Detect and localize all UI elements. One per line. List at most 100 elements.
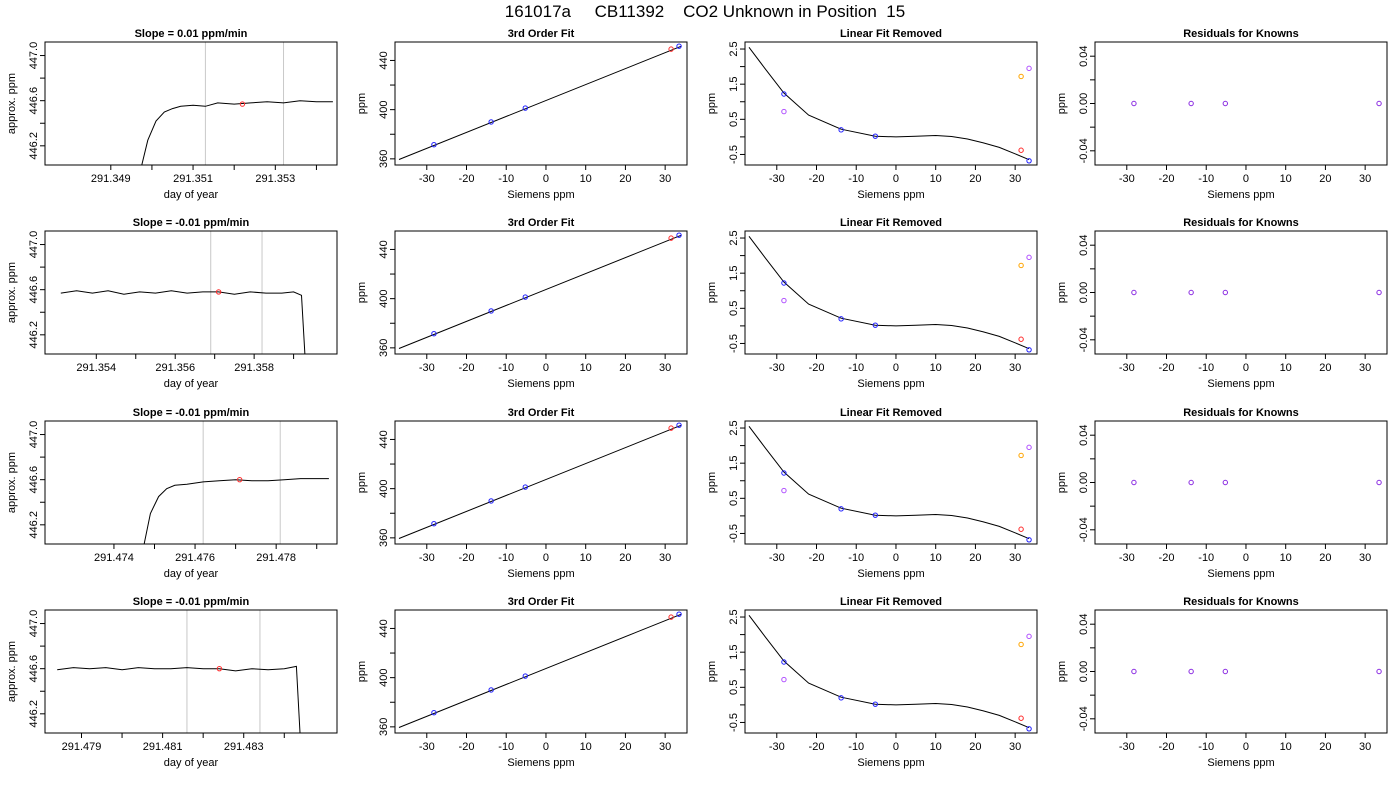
plot-frame <box>394 609 688 734</box>
known-standard-point <box>1026 347 1032 353</box>
residual-point <box>1131 668 1137 675</box>
panel-title: Slope = -0.01 ppm/min <box>133 596 250 608</box>
unknown-marker <box>236 476 243 483</box>
x-tick-label: 30 <box>1009 173 1021 185</box>
y-axis-label: approx. ppm <box>6 262 18 323</box>
x-tick-label: -20 <box>809 362 825 374</box>
y-tick-label: 446.6 <box>28 276 40 304</box>
x-tick-label: 291.474 <box>94 552 134 564</box>
x-tick-label: 0 <box>893 362 899 374</box>
y-axis-label: ppm <box>1056 282 1068 303</box>
known-standard-point <box>872 133 879 139</box>
x-tick-label: -20 <box>809 173 825 185</box>
x-tick-label: 20 <box>1319 741 1331 753</box>
x-tick-label: -10 <box>1198 552 1214 564</box>
x-tick-label: 0 <box>543 552 549 564</box>
x-tick-label: -20 <box>459 362 475 374</box>
x-tick-label: 20 <box>969 552 981 564</box>
x-tick-label: 30 <box>659 362 671 374</box>
x-tick-label: -10 <box>848 173 864 185</box>
y-tick-label: 1.5 <box>728 77 740 92</box>
known-standard-point <box>838 506 844 512</box>
y-tick-label: 0.00 <box>1078 282 1090 303</box>
y-tick-label: 360 <box>378 339 390 357</box>
x-tick-label: 30 <box>1009 552 1021 564</box>
known-standard-point <box>488 308 494 314</box>
fit-line <box>398 234 682 349</box>
y-tick-label: 440 <box>378 240 390 258</box>
x-tick-label: 30 <box>659 173 671 185</box>
known-standard-point <box>488 687 494 693</box>
x-tick-label: 30 <box>1359 362 1371 374</box>
plot-area <box>748 614 1032 732</box>
purple-point <box>1026 65 1032 72</box>
x-axis-label: Siemens ppm <box>1207 378 1274 390</box>
x-tick-label: -20 <box>459 552 475 564</box>
plot-frame <box>1094 41 1388 166</box>
x-tick-label: 30 <box>659 552 671 564</box>
panel-grid: Slope = 0.01 ppm/min 291.349 291.351 291.35… <box>6 28 1388 769</box>
x-axis-label: Siemens ppm <box>857 568 924 580</box>
x-tick-label: -10 <box>848 362 864 374</box>
panel-title: Slope = -0.01 ppm/min <box>133 407 250 419</box>
known-standard-point <box>676 611 682 617</box>
known-standard-point <box>676 232 682 238</box>
x-tick-label: 0 <box>1243 552 1249 564</box>
x-tick-label: 30 <box>1359 552 1371 564</box>
y-tick-label: 1.5 <box>728 266 740 281</box>
chart-panel-residuals-2: Residuals for Knowns -30 -20 -10 0 10 20 30 -0.0… <box>1056 217 1388 390</box>
x-tick-label: 0 <box>1243 362 1249 374</box>
chart-panel-linear-removed-2: Linear Fit Removed -30 -20 -10 0 10 20 30 -0.5 0.… <box>706 217 1038 390</box>
x-tick-label: 20 <box>619 173 631 185</box>
x-tick-label: 20 <box>619 362 631 374</box>
cubic-curve <box>748 235 1030 350</box>
chart-panel-linear-removed-3: Linear Fit Removed -30 -20 -10 0 10 20 30 -0.5 0.… <box>706 407 1038 580</box>
y-tick-label: 447.0 <box>28 231 40 259</box>
known-standard-point <box>522 673 529 679</box>
y-tick-label: -0.5 <box>728 524 740 543</box>
x-tick-label: -30 <box>1119 741 1135 753</box>
known-standard-point <box>1026 726 1032 732</box>
known-standard-point <box>431 142 437 148</box>
unknown-point <box>1018 336 1024 342</box>
residual-point <box>1188 289 1194 296</box>
concentration-trace <box>57 665 301 733</box>
panel-title: Residuals for Knowns <box>1183 407 1299 419</box>
known-standard-point <box>872 512 879 518</box>
y-tick-label: 447.0 <box>28 610 40 638</box>
y-axis-label: approx. ppm <box>6 641 18 702</box>
x-tick-label: 30 <box>1359 173 1371 185</box>
panel-title: Linear Fit Removed <box>840 407 942 419</box>
y-tick-label: 0.04 <box>1078 45 1090 66</box>
x-tick-label: 291.349 <box>91 173 131 185</box>
known-standard-point <box>676 422 682 428</box>
x-tick-label: 0 <box>1243 741 1249 753</box>
y-tick-label: 440 <box>378 619 390 637</box>
known-standard-point <box>431 331 437 337</box>
chart-panel-time-series-4: Slope = -0.01 ppm/min 291.479 291.481 291.4… <box>6 596 338 769</box>
x-tick-label: -30 <box>419 741 435 753</box>
x-tick-label: 20 <box>969 173 981 185</box>
plot-area <box>748 425 1032 543</box>
y-tick-label: 0.5 <box>728 112 740 127</box>
panel-title: 3rd Order Fit <box>508 407 575 419</box>
chart-panel-fit-2: 3rd Order Fit -30 -20 -10 0 10 20 30 360 400 440 Si… <box>356 217 688 390</box>
y-tick-label: 440 <box>378 51 390 69</box>
x-tick-label: 10 <box>1280 173 1292 185</box>
x-tick-label: -30 <box>419 362 435 374</box>
known-standard-point <box>431 521 437 527</box>
x-axis-label: Siemens ppm <box>507 189 574 201</box>
y-tick-label: -0.5 <box>728 713 740 732</box>
known-standard-point <box>431 710 437 716</box>
x-tick-label: 291.356 <box>155 362 195 374</box>
known-standard-point <box>838 695 844 701</box>
known-standard-point <box>488 498 494 504</box>
y-tick-label: -0.5 <box>728 145 740 164</box>
unknown-point <box>668 46 674 52</box>
x-tick-label: 0 <box>1243 173 1249 185</box>
unknown-point <box>1018 147 1024 153</box>
known-standard-point <box>838 316 844 322</box>
y-tick-label: 447.0 <box>28 421 40 449</box>
y-axis-label: approx. ppm <box>6 73 18 134</box>
